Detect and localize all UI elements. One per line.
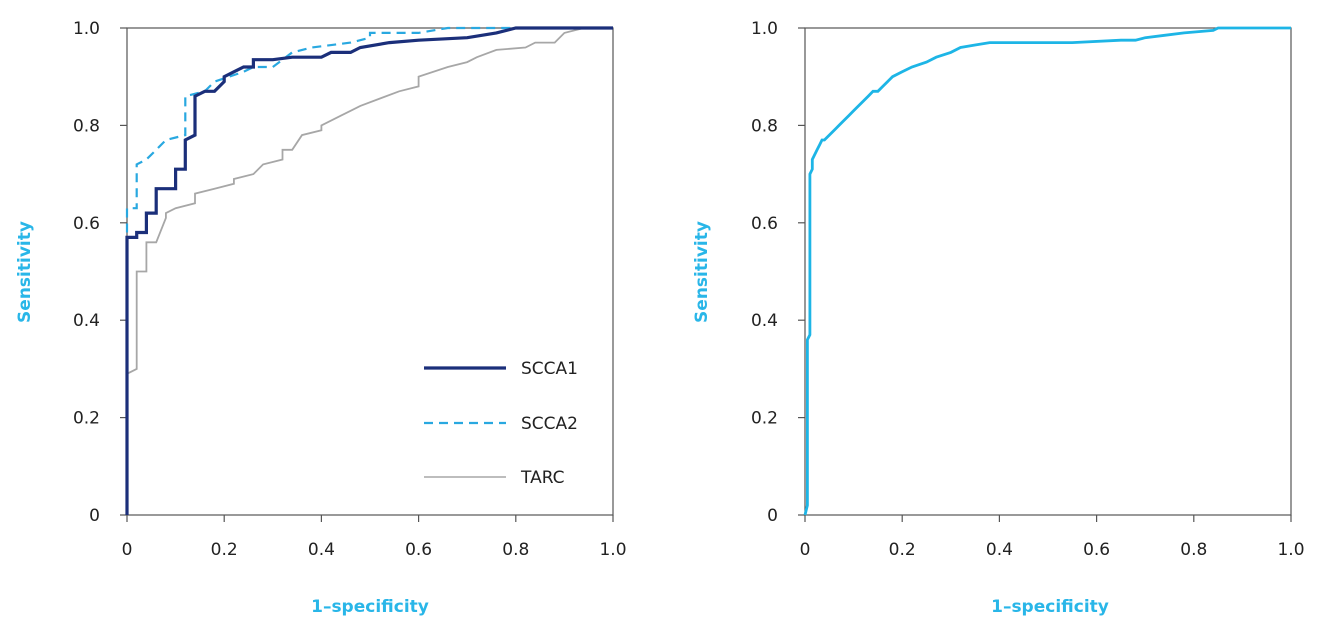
legend-label-tarc: TARC — [520, 468, 565, 488]
y-tick-label: 0.2 — [73, 409, 100, 429]
series-line-scca2 — [125, 26, 613, 233]
y-tick-label: 0.4 — [751, 311, 778, 331]
x-tick-label: 1.0 — [1277, 540, 1304, 560]
y-tick-label: 0.6 — [751, 214, 778, 234]
x-tick-label: 1.0 — [599, 540, 626, 560]
series-line-scca1 — [125, 26, 613, 515]
x-tick-label: 0.2 — [211, 540, 238, 560]
y-tick-label: 1.0 — [751, 19, 778, 39]
y-tick-label: 1.0 — [73, 19, 100, 39]
x-tick-label: 0 — [122, 540, 133, 560]
x-tick-label: 0.4 — [308, 540, 335, 560]
x-tick-label: 0.4 — [986, 540, 1013, 560]
x-axis: 0 0.2 0.4 0.6 0.8 1.0 — [800, 515, 1305, 560]
series-lines — [803, 26, 1291, 516]
y-tick-label: 0 — [89, 506, 100, 526]
y-tick-label: 0.6 — [73, 214, 100, 234]
roc-chart-left: 0 0.2 0.4 0.6 0.8 1.0 0 0.2 0.4 0.6 0.8 1.0 1–spec… — [15, 19, 627, 617]
y-tick-label: 0.2 — [751, 409, 778, 429]
series-line-roc — [803, 26, 1291, 516]
y-tick-label: 0 — [767, 506, 778, 526]
roc-chart-right: 0 0.2 0.4 0.6 0.8 1.0 0 0.2 0.4 0.6 0.8 1.0 1–spec… — [692, 19, 1305, 617]
plot-frame — [804, 27, 1292, 516]
x-axis-title: 1–specificity — [991, 597, 1109, 617]
x-axis: 0 0.2 0.4 0.6 0.8 1.0 — [122, 515, 627, 560]
x-tick-label: 0.6 — [405, 540, 432, 560]
x-tick-label: 0.8 — [1180, 540, 1207, 560]
series-line-tarc — [126, 27, 613, 515]
legend-label-scca2: SCCA2 — [521, 414, 578, 434]
y-axis: 0 0.2 0.4 0.6 0.8 1.0 — [73, 19, 127, 526]
y-axis-title: Sensitivity — [692, 221, 712, 323]
legend: SCCA1 SCCA2 TARC — [424, 359, 578, 488]
x-tick-label: 0.8 — [502, 540, 529, 560]
y-tick-label: 0.8 — [751, 116, 778, 136]
x-axis-title: 1–specificity — [311, 597, 429, 617]
y-tick-label: 0.4 — [73, 311, 100, 331]
x-tick-label: 0 — [800, 540, 811, 560]
series-lines — [125, 26, 613, 515]
y-axis: 0 0.2 0.4 0.6 0.8 1.0 — [751, 19, 805, 526]
x-tick-label: 0.2 — [889, 540, 916, 560]
y-axis-title: Sensitivity — [15, 221, 35, 323]
y-tick-label: 0.8 — [73, 116, 100, 136]
x-tick-label: 0.6 — [1083, 540, 1110, 560]
legend-label-scca1: SCCA1 — [521, 359, 578, 379]
plot-frame — [126, 27, 614, 516]
